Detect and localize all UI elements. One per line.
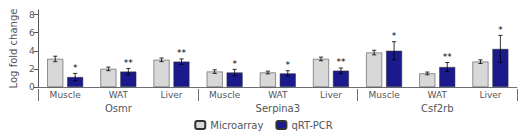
svg-text:0: 0 bbox=[29, 82, 35, 92]
svg-text:Liver: Liver bbox=[479, 90, 501, 100]
svg-text:Csf2rb: Csf2rb bbox=[421, 103, 454, 114]
svg-text:WAT: WAT bbox=[109, 90, 129, 100]
svg-text:*: * bbox=[73, 63, 78, 73]
svg-text:*: * bbox=[498, 25, 503, 35]
svg-text:Osmr: Osmr bbox=[105, 103, 133, 114]
svg-text:*: * bbox=[232, 59, 237, 69]
svg-text:**: ** bbox=[336, 57, 346, 67]
svg-text:**: ** bbox=[443, 52, 453, 62]
svg-text:qRT-PCR: qRT-PCR bbox=[291, 120, 332, 131]
svg-text:Muscle: Muscle bbox=[369, 90, 401, 100]
svg-text:Muscle: Muscle bbox=[209, 90, 241, 100]
svg-text:2: 2 bbox=[29, 64, 35, 74]
svg-text:Liver: Liver bbox=[160, 90, 182, 100]
svg-text:WAT: WAT bbox=[428, 90, 448, 100]
svg-text:**: ** bbox=[124, 58, 134, 68]
svg-text:6: 6 bbox=[29, 28, 35, 38]
svg-text:Liver: Liver bbox=[320, 90, 342, 100]
svg-text:4: 4 bbox=[29, 46, 35, 56]
svg-text:WAT: WAT bbox=[268, 90, 288, 100]
svg-text:*: * bbox=[286, 60, 291, 70]
svg-text:*: * bbox=[392, 31, 397, 41]
svg-text:8: 8 bbox=[29, 10, 35, 20]
svg-text:Log fold change: Log fold change bbox=[8, 9, 19, 89]
svg-text:**: ** bbox=[177, 48, 187, 58]
svg-text:Muscle: Muscle bbox=[50, 90, 82, 100]
svg-text:Serpina3: Serpina3 bbox=[256, 103, 301, 114]
svg-text:Microarray: Microarray bbox=[210, 120, 263, 131]
